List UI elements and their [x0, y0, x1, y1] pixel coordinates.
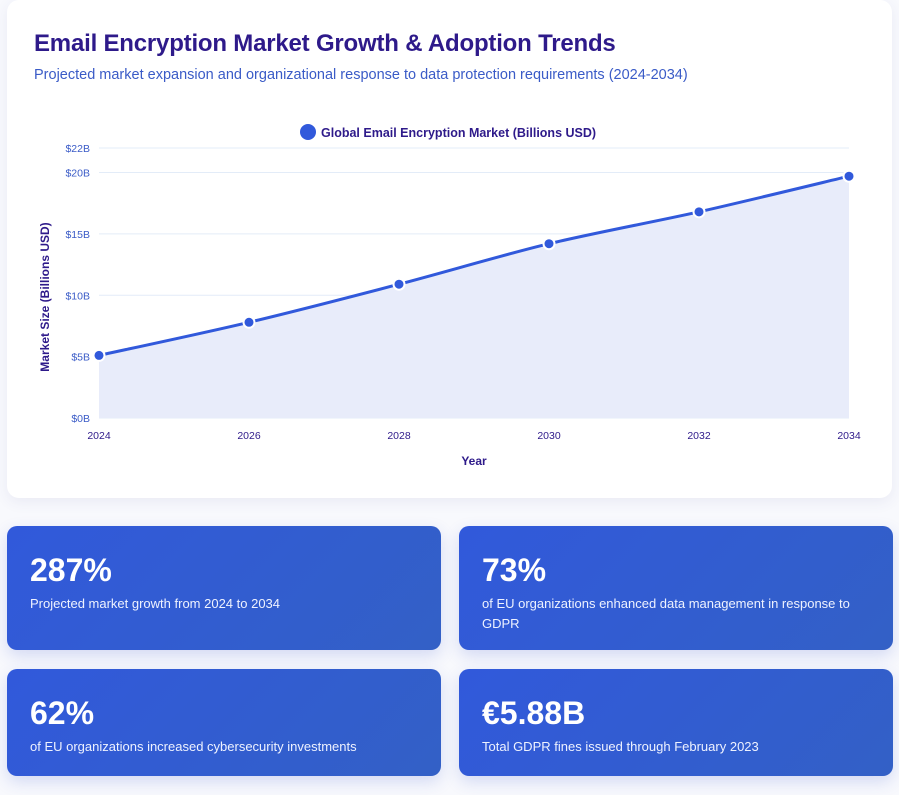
- x-tick-label: 2026: [237, 430, 261, 442]
- data-point-2026[interactable]: [242, 315, 256, 329]
- x-tick-label: 2028: [387, 430, 411, 442]
- data-point-2030[interactable]: [542, 237, 556, 251]
- y-tick-label: $20B: [65, 168, 90, 180]
- page-title: Email Encryption Market Growth & Adoptio…: [34, 30, 616, 57]
- stat-label: Total GDPR fines issued through February…: [482, 739, 759, 754]
- y-axis-label: Market Size (Billions USD): [38, 222, 52, 371]
- page-subtitle: Projected market expansion and organizat…: [34, 67, 688, 83]
- x-tick-label: 2030: [537, 430, 561, 442]
- x-tick-label: 2024: [87, 430, 111, 442]
- y-tick-label: $15B: [65, 229, 90, 241]
- data-point-2032[interactable]: [692, 205, 706, 219]
- y-tick-label: $10B: [65, 290, 90, 302]
- x-tick-label: 2034: [837, 430, 861, 442]
- y-tick-label: $5B: [71, 352, 90, 364]
- stat-label: of EU organizations increased cybersecur…: [30, 739, 357, 754]
- stat-value: 62%: [30, 695, 95, 731]
- stat-value: 73%: [482, 552, 547, 588]
- stat-card-cybersecurity: 62% of EU organizations increased cybers…: [7, 669, 441, 776]
- data-point-2028[interactable]: [392, 277, 406, 291]
- stat-card-data-management: 73% of EU organizations enhanced data ma…: [459, 526, 893, 650]
- stat-value: 287%: [30, 552, 112, 588]
- data-point-2024[interactable]: [92, 348, 106, 362]
- x-tick-label: 2032: [687, 430, 711, 442]
- y-tick-labels: $0B $5B $10B $15B $20B $22B: [65, 143, 90, 425]
- y-tick-label: $22B: [65, 143, 90, 155]
- x-axis-label: Year: [461, 454, 487, 468]
- stat-card-market-growth: 287% Projected market growth from 2024 t…: [7, 526, 441, 650]
- stat-label: Projected market growth from 2024 to 203…: [30, 596, 281, 611]
- market-chart: $0B$5B$10B$15B$20B$22B 2024 2026 2028 2030 2…: [38, 124, 861, 468]
- stat-value: €5.88B: [482, 695, 586, 731]
- series-line: [98, 174, 850, 357]
- y-tick-label: $0B: [71, 413, 90, 425]
- legend[interactable]: Global Email Encryption Market (Billions…: [300, 124, 596, 140]
- legend-marker-icon: [300, 124, 316, 140]
- stat-card-gdpr-fines: €5.88B Total GDPR fines issued through F…: [459, 669, 893, 776]
- legend-label: Global Email Encryption Market (Billions…: [321, 126, 596, 140]
- x-tick-labels: 2024 2026 2028 2030 2032 2034: [87, 430, 861, 442]
- data-point-2034[interactable]: [842, 169, 856, 183]
- data-points: [92, 169, 856, 362]
- area-fill: [99, 176, 849, 418]
- stat-label: of EU organizations enhanced data manage…: [482, 596, 850, 631]
